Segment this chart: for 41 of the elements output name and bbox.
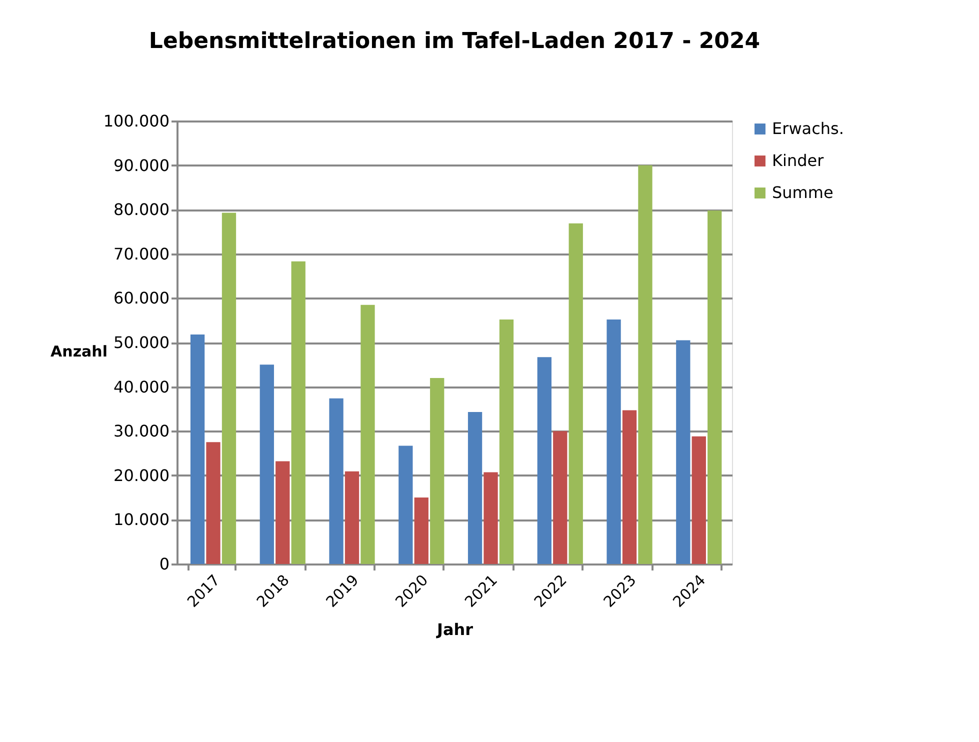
y-tick-label: 30.000 xyxy=(114,422,170,441)
bar xyxy=(360,304,375,564)
legend-label: Erwachs. xyxy=(772,119,844,138)
y-tick-label: 10.000 xyxy=(114,510,170,530)
bar xyxy=(484,472,498,564)
y-tick-label: 50.000 xyxy=(114,333,170,352)
bar xyxy=(430,378,444,564)
bar xyxy=(344,471,360,564)
y-axis-title: Anzahl xyxy=(50,342,108,360)
bar xyxy=(692,436,706,564)
bar xyxy=(414,498,428,564)
bar xyxy=(638,165,652,564)
bar xyxy=(260,364,274,564)
bar xyxy=(276,461,290,564)
x-axis-title: Jahr xyxy=(436,620,474,640)
bar xyxy=(291,261,306,564)
bar xyxy=(499,319,514,564)
y-tick-label: 80.000 xyxy=(114,200,170,220)
bar xyxy=(468,412,482,564)
y-tick-label: 0 xyxy=(159,554,170,574)
bar xyxy=(537,357,552,564)
bar xyxy=(606,319,621,564)
bar xyxy=(622,410,637,564)
bar xyxy=(568,223,583,564)
bar xyxy=(206,442,220,564)
legend-label: Summe xyxy=(772,183,834,202)
y-tick-label: 60.000 xyxy=(114,288,170,308)
bar xyxy=(329,398,344,564)
chart-title: Lebensmittelrationen im Tafel-Laden 2017 - 2024 xyxy=(148,29,760,54)
bar xyxy=(398,446,413,564)
bar xyxy=(222,212,236,564)
bar xyxy=(190,334,205,564)
bar xyxy=(676,340,690,564)
y-tick-label: 90.000 xyxy=(114,156,170,175)
y-tick-label: 20.000 xyxy=(114,466,170,485)
legend-label: Kinder xyxy=(772,151,824,170)
y-tick-label: 40.000 xyxy=(114,377,170,396)
y-tick-label: 100.000 xyxy=(103,112,170,130)
bar xyxy=(553,431,568,564)
bar xyxy=(708,210,722,564)
y-tick-label: 70.000 xyxy=(114,244,170,264)
